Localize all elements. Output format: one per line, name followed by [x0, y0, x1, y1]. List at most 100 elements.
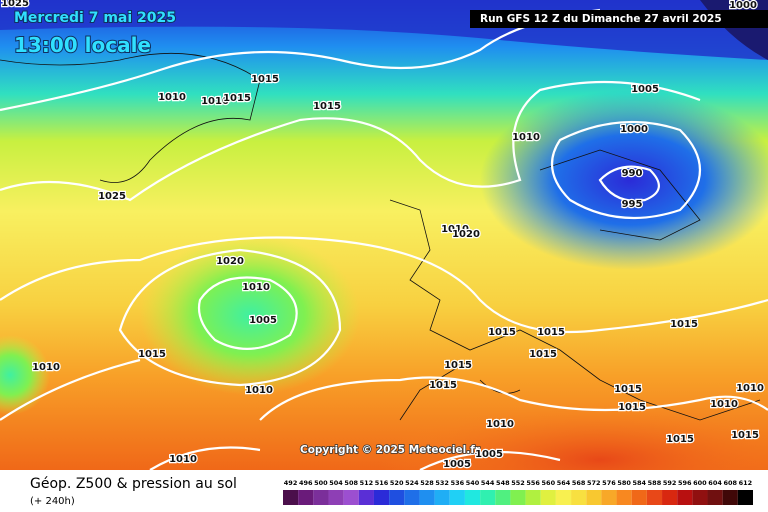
isobar-label: 990 — [622, 168, 643, 179]
colorbar-swatch — [616, 490, 632, 505]
colorbar-label: 588 — [648, 479, 662, 487]
colorbar-label: 516 — [375, 479, 389, 487]
isobar — [118, 248, 342, 387]
colorbar-label: 556 — [526, 479, 540, 487]
isobar-label: 1005 — [443, 459, 471, 470]
colorbar-swatch — [404, 490, 420, 505]
colorbar-label: 552 — [511, 479, 525, 487]
colorbar-label: 608 — [723, 479, 737, 487]
colorbar-swatch — [434, 490, 450, 505]
colorbar-swatch — [419, 490, 435, 505]
colorbar-label: 560 — [542, 479, 556, 487]
colorbar-label: 508 — [344, 479, 358, 487]
isobar-label: 1010 — [710, 399, 738, 410]
colorbar-label: 492 — [284, 479, 298, 487]
isobar — [550, 120, 701, 220]
colorbar-label: 596 — [678, 479, 692, 487]
colorbar-label: 504 — [329, 479, 343, 487]
forecast-time: 13:00 locale — [14, 33, 151, 57]
colorbar-swatch — [722, 490, 738, 505]
colorbar-swatch — [510, 490, 526, 505]
footer-title: Géop. Z500 & pression au sol — [30, 476, 237, 492]
isobar-label: 1010 — [736, 383, 764, 394]
isobar-label: 1010 — [32, 362, 60, 373]
colorbar-label: 512 — [360, 479, 374, 487]
colorbar-label: 580 — [617, 479, 631, 487]
isobar-label: 1010 — [158, 92, 186, 103]
isobar-label: 995 — [622, 199, 643, 210]
colorbar: 492 496 500 504 508 512 516 520 524 528 532 536 540 5… — [283, 479, 753, 505]
colorbar-label: 592 — [663, 479, 677, 487]
isobar — [0, 80, 701, 202]
colorbar-swatch — [313, 490, 329, 505]
isobar-label: 1010 — [242, 282, 270, 293]
isobar — [0, 358, 768, 421]
colorbar-swatch — [601, 490, 617, 505]
colorbar-label: 536 — [451, 479, 465, 487]
forecast-lead: (+ 240h) — [30, 496, 75, 507]
isobar — [0, 8, 601, 112]
low-pressure-area — [140, 235, 360, 395]
colorbar-swatch — [495, 490, 511, 505]
isobar-label: 1015 — [731, 430, 759, 441]
colorbar-label: 548 — [496, 479, 510, 487]
colorbar-label: 500 — [314, 479, 328, 487]
isobar-label: 1015 — [429, 380, 457, 391]
colorbar-swatch — [571, 490, 587, 505]
isobar-label: 1015 — [251, 74, 279, 85]
low-pressure-area — [0, 335, 50, 415]
isobar-label: 1005 — [249, 315, 277, 326]
colorbar-swatch — [298, 490, 314, 505]
colorbar-label: 540 — [466, 479, 480, 487]
colorbar-swatch — [525, 490, 541, 505]
colorbar-swatch — [692, 490, 708, 505]
isobar-label: 1025 — [98, 191, 126, 202]
run-info: Run GFS 12 Z du Dimanche 27 avril 2025 — [480, 13, 722, 25]
colorbar-swatch — [586, 490, 602, 505]
isobar — [598, 165, 660, 202]
isobar-label: 1015 — [313, 101, 341, 112]
colorbar-swatch — [631, 490, 647, 505]
coastline — [0, 52, 761, 421]
colorbar-swatch — [449, 490, 465, 505]
isobar-label: 1015 — [614, 384, 642, 395]
isobar-label: 1010 — [512, 132, 540, 143]
colorbar-swatch — [464, 490, 481, 505]
colorbar-label: 524 — [405, 479, 419, 487]
colorbar-swatch — [283, 490, 299, 505]
colorbar-label: 600 — [693, 479, 707, 487]
isobar-label: 1020 — [452, 229, 480, 240]
colorbar-label: 572 — [587, 479, 601, 487]
colorbar-swatch — [480, 490, 496, 505]
isobar-label: 1010 — [245, 385, 273, 396]
isobar-label: 1020 — [216, 256, 244, 267]
isobar-label: 1015 — [488, 327, 516, 338]
copyright: Copyright © 2025 Meteociel.fr — [300, 444, 481, 456]
isobar-label: 1025 — [1, 0, 29, 9]
colorbar-label: 576 — [602, 479, 616, 487]
isobar-label: 1010 — [486, 419, 514, 430]
colorbar-label: 528 — [420, 479, 434, 487]
isobar-label: 1015 — [138, 349, 166, 360]
isobar-label: 1015 — [537, 327, 565, 338]
isobar-label: 1010 — [201, 96, 229, 107]
isobar-label: 1015 — [223, 93, 251, 104]
isobar-label: 1015 — [670, 319, 698, 330]
colorbar-swatch — [540, 490, 556, 505]
isobar — [149, 446, 561, 471]
isobar-label: 1000 — [620, 124, 648, 135]
forecast-date: Mercredi 7 mai 2025 — [14, 10, 176, 26]
colorbar-label: 496 — [299, 479, 313, 487]
colorbar-label: 604 — [708, 479, 722, 487]
colorbar-label: 568 — [572, 479, 586, 487]
isobar-label: 1005 — [475, 449, 503, 460]
colorbar-label: 564 — [557, 479, 571, 487]
isobar-label: 1010 — [169, 454, 197, 465]
isobar-label: 1015 — [618, 402, 646, 413]
isobar — [0, 236, 768, 334]
colorbar-swatch — [707, 490, 723, 505]
colorbar-swatch — [555, 490, 572, 505]
colorbar-swatch — [389, 490, 405, 505]
